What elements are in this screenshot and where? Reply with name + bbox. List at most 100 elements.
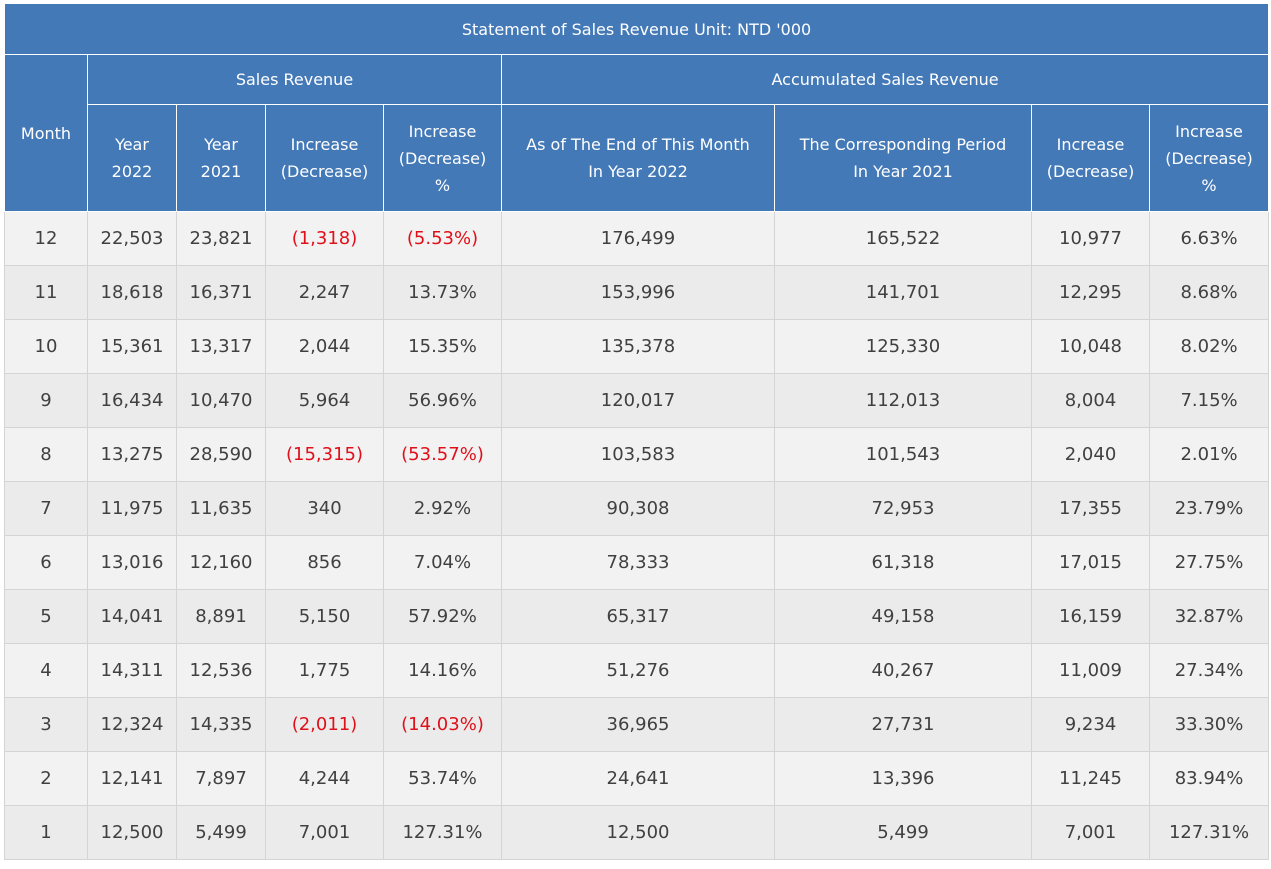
- accumulated-2022-header: As of The End of This Month In Year 2022: [501, 104, 775, 212]
- accumulated-increase-decrease-pct-cell: 8.02%: [1148, 319, 1270, 374]
- table-title: Statement of Sales Revenue Unit: NTD '00…: [3, 3, 1270, 55]
- column-header-line: (Decrease): [280, 162, 369, 181]
- table-row: 8 13,275 28,590 (15,315) (53.57%) 103,583 101,…: [4, 427, 1270, 482]
- accumulated-2022-cell: 103,583: [501, 427, 775, 482]
- increase-decrease-pct-cell: 57.92%: [383, 589, 502, 644]
- increase-decrease-pct-cell: 7.04%: [383, 535, 502, 590]
- month-cell: 10: [4, 319, 88, 374]
- column-header-line: (Decrease): [1165, 148, 1253, 168]
- accumulated-increase-decrease-cell: 11,009: [1031, 643, 1150, 698]
- increase-decrease-pct-cell: 2.92%: [383, 481, 502, 536]
- column-header-line: 2022: [111, 162, 153, 181]
- accumulated-2021-header: The Corresponding Period In Year 2021: [774, 104, 1032, 212]
- year-2021-cell: 11,635: [176, 481, 266, 536]
- increase-decrease-cell: 5,964: [265, 373, 384, 428]
- increase-decrease-pct-cell: (5.53%): [383, 211, 502, 266]
- column-header-line: As of The End of This Month: [526, 135, 750, 154]
- increase-decrease-pct-header: Increase (Decrease)%: [383, 104, 502, 212]
- accumulated-2022-cell: 65,317: [501, 589, 775, 644]
- sales-revenue-statement: Statement of Sales Revenue Unit: NTD '00…: [3, 3, 1270, 860]
- increase-decrease-cell: 7,001: [265, 805, 384, 860]
- accumulated-increase-decrease-cell: 9,234: [1031, 697, 1150, 752]
- year-2022-cell: 16,434: [87, 373, 177, 428]
- accumulated-increase-decrease-pct-cell: 27.34%: [1148, 643, 1270, 698]
- increase-decrease-cell: 4,244: [265, 751, 384, 806]
- accumulated-increase-decrease-pct-cell: 23.79%: [1148, 481, 1270, 536]
- year-2021-header: Year 2021: [176, 104, 266, 212]
- accumulated-2022-cell: 78,333: [501, 535, 775, 590]
- month-cell: 2: [4, 751, 88, 806]
- year-2022-cell: 14,311: [87, 643, 177, 698]
- increase-decrease-pct-cell: (53.57%): [383, 427, 502, 482]
- accumulated-2022-cell: 90,308: [501, 481, 775, 536]
- year-2022-cell: 12,500: [87, 805, 177, 860]
- increase-decrease-cell: (2,011): [265, 697, 384, 752]
- year-2022-cell: 14,041: [87, 589, 177, 644]
- accumulated-increase-decrease-pct-cell: 2.01%: [1148, 427, 1270, 482]
- accumulated-2021-cell: 165,522: [774, 211, 1032, 266]
- accumulated-2021-cell: 49,158: [774, 589, 1032, 644]
- table-row: 7 11,975 11,635 340 2.92% 90,308 72,953 17,355 2…: [4, 481, 1270, 536]
- accumulated-increase-decrease-cell: 10,048: [1031, 319, 1150, 374]
- year-2022-cell: 11,975: [87, 481, 177, 536]
- table-row: 11 18,618 16,371 2,247 13.73% 153,996 141,701 1…: [4, 265, 1270, 320]
- month-cell: 7: [4, 481, 88, 536]
- month-cell: 11: [4, 265, 88, 320]
- column-header-line: Increase: [1175, 121, 1243, 141]
- month-cell: 4: [4, 643, 88, 698]
- table-row: 9 16,434 10,470 5,964 56.96% 120,017 112,013 8,…: [4, 373, 1270, 428]
- accumulated-increase-decrease-cell: 8,004: [1031, 373, 1150, 428]
- column-header-line: Increase: [1056, 135, 1125, 154]
- sales-revenue-header: Sales Revenue: [87, 54, 502, 105]
- year-2021-cell: 12,536: [176, 643, 266, 698]
- year-2022-cell: 13,275: [87, 427, 177, 482]
- table-row: 4 14,311 12,536 1,775 14.16% 51,276 40,267 11,0…: [4, 643, 1270, 698]
- column-header-line: In Year 2021: [853, 162, 953, 181]
- increase-decrease-header: Increase (Decrease): [265, 104, 384, 212]
- accumulated-increase-decrease-cell: 16,159: [1031, 589, 1150, 644]
- accumulated-2022-cell: 135,378: [501, 319, 775, 374]
- accumulated-increase-decrease-cell: 17,355: [1031, 481, 1150, 536]
- year-2021-cell: 16,371: [176, 265, 266, 320]
- accumulated-2021-cell: 40,267: [774, 643, 1032, 698]
- table-row: 12 22,503 23,821 (1,318) (5.53%) 176,499 165,5…: [4, 211, 1270, 266]
- increase-decrease-cell: 2,247: [265, 265, 384, 320]
- accumulated-2021-cell: 13,396: [774, 751, 1032, 806]
- month-cell: 5: [4, 589, 88, 644]
- accumulated-increase-decrease-pct-cell: 6.63%: [1148, 211, 1270, 266]
- increase-decrease-cell: (15,315): [265, 427, 384, 482]
- accumulated-increase-decrease-cell: 12,295: [1031, 265, 1150, 320]
- column-header-line: Year: [115, 135, 149, 154]
- accumulated-2021-cell: 141,701: [774, 265, 1032, 320]
- year-2021-cell: 10,470: [176, 373, 266, 428]
- year-2022-cell: 18,618: [87, 265, 177, 320]
- year-2021-cell: 7,897: [176, 751, 266, 806]
- year-2022-cell: 13,016: [87, 535, 177, 590]
- accumulated-increase-decrease-pct-cell: 27.75%: [1148, 535, 1270, 590]
- accumulated-2021-cell: 125,330: [774, 319, 1032, 374]
- accumulated-2022-cell: 153,996: [501, 265, 775, 320]
- column-header-line: Increase: [290, 135, 359, 154]
- year-2021-cell: 13,317: [176, 319, 266, 374]
- month-cell: 6: [4, 535, 88, 590]
- increase-decrease-pct-cell: 15.35%: [383, 319, 502, 374]
- table-row: 5 14,041 8,891 5,150 57.92% 65,317 49,158 16,15…: [4, 589, 1270, 644]
- column-header-line: %: [1201, 175, 1217, 195]
- increase-decrease-cell: 1,775: [265, 643, 384, 698]
- year-2022-cell: 22,503: [87, 211, 177, 266]
- accumulated-increase-decrease-pct-cell: 83.94%: [1148, 751, 1270, 806]
- column-header-line: Increase: [408, 121, 477, 141]
- increase-decrease-cell: (1,318): [265, 211, 384, 266]
- accumulated-2022-cell: 176,499: [501, 211, 775, 266]
- year-2021-cell: 28,590: [176, 427, 266, 482]
- table-row: 1 12,500 5,499 7,001 127.31% 12,500 5,499 7,001…: [4, 805, 1270, 860]
- sales-revenue-table: Statement of Sales Revenue Unit: NTD '00…: [3, 3, 1270, 860]
- year-2022-cell: 12,324: [87, 697, 177, 752]
- increase-decrease-pct-cell: 127.31%: [383, 805, 502, 860]
- column-header-line: The Corresponding Period: [799, 135, 1007, 154]
- column-header-line: In Year 2022: [588, 162, 688, 181]
- accumulated-2021-cell: 101,543: [774, 427, 1032, 482]
- accumulated-increase-decrease-pct-header: Increase (Decrease)%: [1148, 104, 1270, 212]
- column-header-line: 2021: [200, 162, 242, 181]
- column-header-line: (Decrease): [398, 148, 487, 168]
